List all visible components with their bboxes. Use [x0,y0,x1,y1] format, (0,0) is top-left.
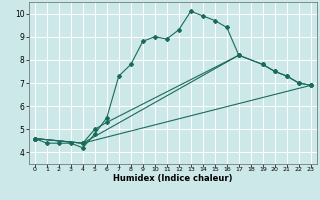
X-axis label: Humidex (Indice chaleur): Humidex (Indice chaleur) [113,174,233,183]
